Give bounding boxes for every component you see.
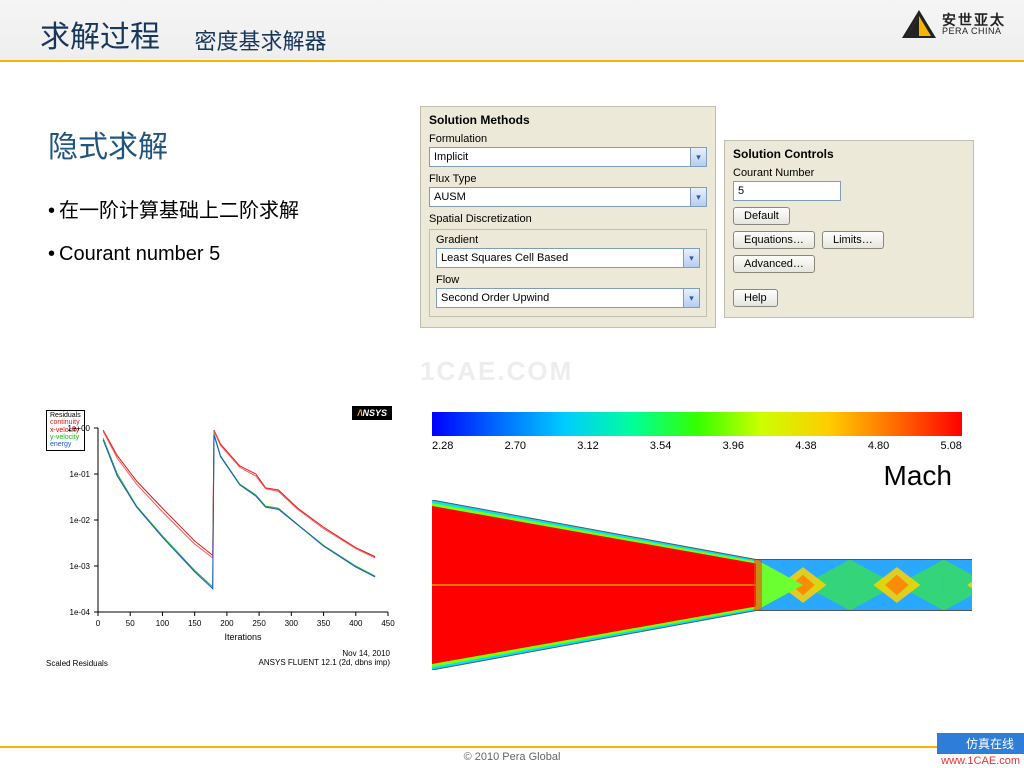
flux-dropdown[interactable]: AUSM ▾	[429, 187, 707, 207]
chevron-down-icon: ▾	[690, 148, 706, 166]
watermark: 1CAE.COM	[420, 356, 573, 387]
chevron-down-icon: ▾	[683, 289, 699, 307]
svg-text:450: 450	[381, 619, 395, 628]
footer-badge: 仿真在线 www.1CAE.com	[937, 733, 1024, 768]
solution-methods-panel: Solution Methods Formulation Implicit ▾ …	[420, 106, 716, 328]
solution-controls-panel: Solution Controls Courant Number 5 Defau…	[724, 140, 974, 318]
default-button[interactable]: Default	[733, 207, 790, 225]
flux-label: Flux Type	[429, 173, 707, 185]
copyright: © 2010 Pera Global	[464, 751, 561, 763]
logo-en: PERA CHINA	[942, 27, 1006, 36]
chevron-down-icon: ▾	[683, 249, 699, 267]
svg-text:250: 250	[252, 619, 266, 628]
panel-title: Solution Methods	[429, 113, 707, 127]
slide-header: 求解过程 密度基求解器 安世亚太 PERA CHINA	[0, 0, 1024, 62]
svg-text:Iterations: Iterations	[224, 632, 262, 642]
svg-text:350: 350	[317, 619, 331, 628]
residual-footer-right: Nov 14, 2010 ANSYS FLUENT 12.1 (2d, dbns…	[259, 650, 390, 668]
gradient-label: Gradient	[436, 234, 700, 246]
badge-top: 仿真在线	[937, 733, 1024, 754]
svg-text:1e-03: 1e-03	[70, 562, 91, 571]
mach-field	[432, 500, 972, 670]
help-button[interactable]: Help	[733, 289, 778, 307]
title-sub: 密度基求解器	[194, 24, 326, 56]
pera-logo: 安世亚太 PERA CHINA	[902, 10, 1006, 38]
svg-text:1e-04: 1e-04	[70, 608, 91, 617]
badge-bottom: www.1CAE.com	[937, 754, 1024, 768]
spatial-label: Spatial Discretization	[429, 213, 707, 225]
svg-text:100: 100	[156, 619, 170, 628]
residual-footer-left: Scaled Residuals	[46, 659, 108, 668]
gradient-value: Least Squares Cell Based	[441, 252, 568, 264]
logo-triangle-icon	[902, 10, 936, 38]
formulation-dropdown[interactable]: Implicit ▾	[429, 147, 707, 167]
courant-value: 5	[738, 185, 744, 197]
svg-text:400: 400	[349, 619, 363, 628]
flow-label: Flow	[436, 274, 700, 286]
flow-value: Second Order Upwind	[441, 292, 549, 304]
colorbar	[432, 412, 962, 436]
svg-text:1e-02: 1e-02	[70, 516, 91, 525]
chevron-down-icon: ▾	[690, 188, 706, 206]
svg-text:150: 150	[188, 619, 202, 628]
svg-text:1e-01: 1e-01	[70, 470, 91, 479]
mach-label: Mach	[884, 460, 952, 492]
logo-text: 安世亚太 PERA CHINA	[942, 13, 1006, 36]
slide-footer: © 2010 Pera Global 仿真在线 www.1CAE.com	[0, 746, 1024, 768]
equations-button[interactable]: Equations…	[733, 231, 815, 249]
formulation-value: Implicit	[434, 151, 468, 163]
courant-input[interactable]: 5	[733, 181, 841, 201]
flux-value: AUSM	[434, 191, 466, 203]
logo-cn: 安世亚太	[942, 13, 1006, 27]
title-main: 求解过程	[40, 12, 160, 56]
panel-title: Solution Controls	[733, 147, 965, 161]
formulation-label: Formulation	[429, 133, 707, 145]
spatial-group: Gradient Least Squares Cell Based ▾ Flow…	[429, 229, 707, 317]
svg-text:0: 0	[96, 619, 101, 628]
advanced-button[interactable]: Advanced…	[733, 255, 815, 273]
svg-text:300: 300	[285, 619, 299, 628]
svg-text:1e+00: 1e+00	[68, 424, 91, 433]
limits-button[interactable]: Limits…	[822, 231, 884, 249]
svg-text:200: 200	[220, 619, 234, 628]
flow-dropdown[interactable]: Second Order Upwind ▾	[436, 288, 700, 308]
mach-contour: 2.282.703.123.543.964.384.805.08 Mach	[418, 402, 978, 678]
colorbar-ticks: 2.282.703.123.543.964.384.805.08	[432, 440, 962, 452]
gradient-dropdown[interactable]: Least Squares Cell Based ▾	[436, 248, 700, 268]
residual-version: ANSYS FLUENT 12.1 (2d, dbns imp)	[259, 659, 390, 668]
residual-chart: Residualscontinuityx-velocityy-velocitye…	[38, 402, 398, 672]
courant-label: Courant Number	[733, 167, 965, 179]
svg-text:50: 50	[126, 619, 135, 628]
